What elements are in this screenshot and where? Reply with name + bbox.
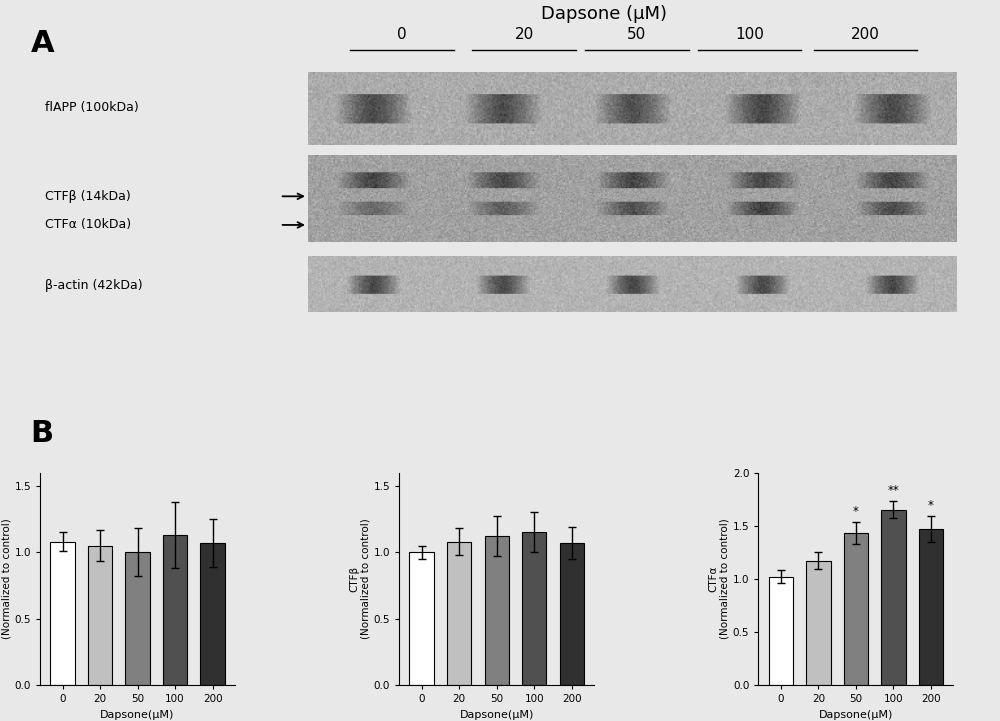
Bar xyxy=(50,541,75,685)
Text: B: B xyxy=(31,419,54,448)
Bar xyxy=(447,541,471,685)
Y-axis label: CTFα
(Normalized to control): CTFα (Normalized to control) xyxy=(708,518,730,639)
X-axis label: Dapsone(μM): Dapsone(μM) xyxy=(100,709,175,720)
Text: CTFα (10kDa): CTFα (10kDa) xyxy=(45,218,131,231)
Bar xyxy=(125,552,150,685)
Text: 100: 100 xyxy=(735,27,764,42)
Bar xyxy=(522,532,546,685)
Bar xyxy=(560,543,584,685)
Text: **: ** xyxy=(887,484,899,497)
Text: *: * xyxy=(928,499,934,512)
Bar xyxy=(919,528,943,685)
Bar xyxy=(844,533,868,685)
Bar xyxy=(485,536,509,685)
Text: 50: 50 xyxy=(627,27,647,42)
Bar xyxy=(409,552,434,685)
Text: flAPP (100kDa): flAPP (100kDa) xyxy=(45,101,138,114)
Text: *: * xyxy=(853,505,859,518)
Bar xyxy=(88,546,112,685)
Bar xyxy=(200,543,225,685)
Y-axis label: CTFβ
(Normalized to control): CTFβ (Normalized to control) xyxy=(349,518,371,639)
X-axis label: Dapsone(μM): Dapsone(μM) xyxy=(460,709,534,720)
Text: 0: 0 xyxy=(397,27,407,42)
Bar xyxy=(881,510,906,685)
Text: 20: 20 xyxy=(514,27,534,42)
Bar xyxy=(806,561,831,685)
Text: β-actin (42kDa): β-actin (42kDa) xyxy=(45,278,142,291)
Y-axis label: flAPP
(Normalized to control): flAPP (Normalized to control) xyxy=(0,518,12,639)
Text: CTFβ (14kDa): CTFβ (14kDa) xyxy=(45,190,130,203)
X-axis label: Dapsone(μM): Dapsone(μM) xyxy=(819,709,893,720)
Text: Dapsone (μM): Dapsone (μM) xyxy=(541,5,667,23)
Text: A: A xyxy=(31,29,54,58)
Bar xyxy=(769,577,793,685)
Text: 200: 200 xyxy=(851,27,880,42)
Bar xyxy=(163,535,187,685)
